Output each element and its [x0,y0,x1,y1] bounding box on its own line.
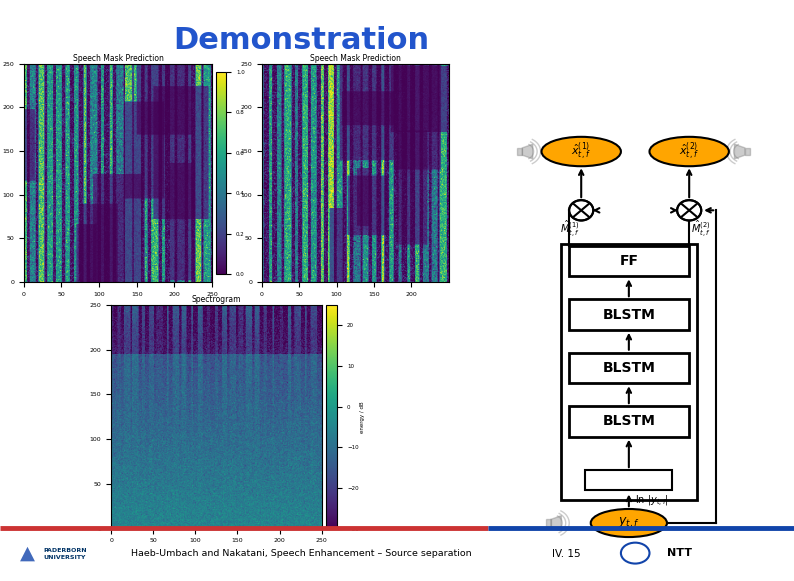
Text: FF: FF [619,254,638,268]
Text: $y_{t,f}$: $y_{t,f}$ [618,516,640,530]
Text: NTT: NTT [667,548,692,558]
Polygon shape [551,516,561,530]
Text: ▲: ▲ [20,544,35,562]
Title: Spectrogram: Spectrogram [191,295,241,304]
Circle shape [569,200,593,220]
Text: $\hat{x}^{(1)}_{t,f}$: $\hat{x}^{(1)}_{t,f}$ [572,141,591,163]
Text: Demonstration: Demonstration [174,26,430,55]
Polygon shape [522,144,533,159]
Title: Speech Mask Prediction: Speech Mask Prediction [310,54,401,63]
Bar [569,353,689,383]
Ellipse shape [649,137,729,166]
Title: Speech Mask Prediction: Speech Mask Prediction [72,54,164,63]
Bar [569,299,689,330]
Text: BLSTM: BLSTM [603,361,655,375]
Text: $\ln\,|y_{t,f}|$: $\ln\,|y_{t,f}|$ [635,493,669,508]
Text: $\hat{M}^{(2)}_{t,f}$: $\hat{M}^{(2)}_{t,f}$ [691,218,711,239]
Text: BLSTM: BLSTM [603,414,655,428]
Bar [569,246,689,277]
Bar [569,406,689,437]
Ellipse shape [542,137,621,166]
Bar [745,148,750,155]
Bar [561,245,697,500]
Y-axis label: energy / dB: energy / dB [360,401,365,433]
Ellipse shape [591,509,667,537]
Text: BLSTM: BLSTM [603,307,655,321]
Text: $\hat{x}^{(2)}_{t,f}$: $\hat{x}^{(2)}_{t,f}$ [680,141,699,163]
Text: $\hat{M}^{(1)}_{t,f}$: $\hat{M}^{(1)}_{t,f}$ [560,218,580,239]
Polygon shape [734,144,745,159]
Text: PADERBORN: PADERBORN [44,548,87,553]
Text: IV. 15: IV. 15 [552,548,580,559]
Bar [517,148,522,155]
Text: Haeb-Umbach and Nakatani, Speech Enhancement – Source separation: Haeb-Umbach and Nakatani, Speech Enhance… [132,549,472,558]
Bar [585,470,673,490]
Bar [545,519,551,527]
Text: UNIVERSITY: UNIVERSITY [44,555,87,560]
Circle shape [677,200,701,220]
